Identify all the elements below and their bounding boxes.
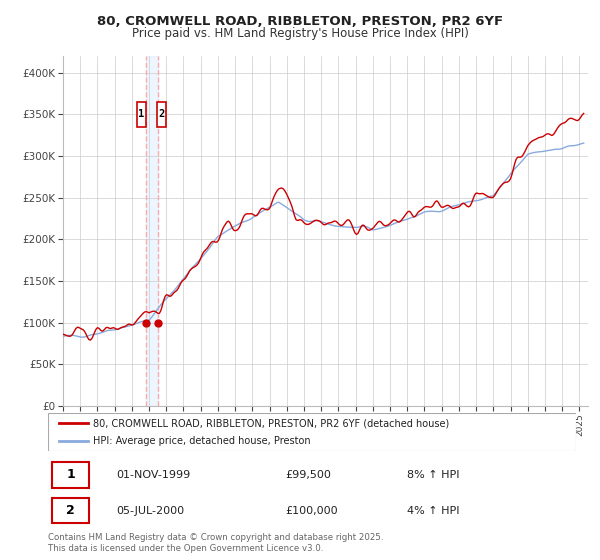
- Text: 80, CROMWELL ROAD, RIBBLETON, PRESTON, PR2 6YF (detached house): 80, CROMWELL ROAD, RIBBLETON, PRESTON, P…: [93, 418, 449, 428]
- Text: 01-NOV-1999: 01-NOV-1999: [116, 470, 191, 480]
- Bar: [52, 462, 89, 488]
- Text: 80, CROMWELL ROAD, RIBBLETON, PRESTON, PR2 6YF: 80, CROMWELL ROAD, RIBBLETON, PRESTON, P…: [97, 15, 503, 28]
- Text: 2: 2: [158, 109, 165, 119]
- Text: 1: 1: [67, 469, 75, 482]
- Text: 05-JUL-2000: 05-JUL-2000: [116, 506, 185, 516]
- Bar: [157, 102, 166, 127]
- Text: 8% ↑ HPI: 8% ↑ HPI: [407, 470, 460, 480]
- Text: HPI: Average price, detached house, Preston: HPI: Average price, detached house, Pres…: [93, 436, 311, 446]
- Bar: [146, 56, 158, 406]
- Text: Contains HM Land Registry data © Crown copyright and database right 2025.
This d: Contains HM Land Registry data © Crown c…: [48, 533, 383, 553]
- Text: Price paid vs. HM Land Registry's House Price Index (HPI): Price paid vs. HM Land Registry's House …: [131, 27, 469, 40]
- Text: 1: 1: [138, 109, 144, 119]
- Text: £99,500: £99,500: [286, 470, 331, 480]
- Text: 4% ↑ HPI: 4% ↑ HPI: [407, 506, 460, 516]
- Text: 2: 2: [67, 504, 75, 517]
- Bar: [52, 498, 89, 524]
- Text: £100,000: £100,000: [286, 506, 338, 516]
- Bar: [137, 102, 146, 127]
